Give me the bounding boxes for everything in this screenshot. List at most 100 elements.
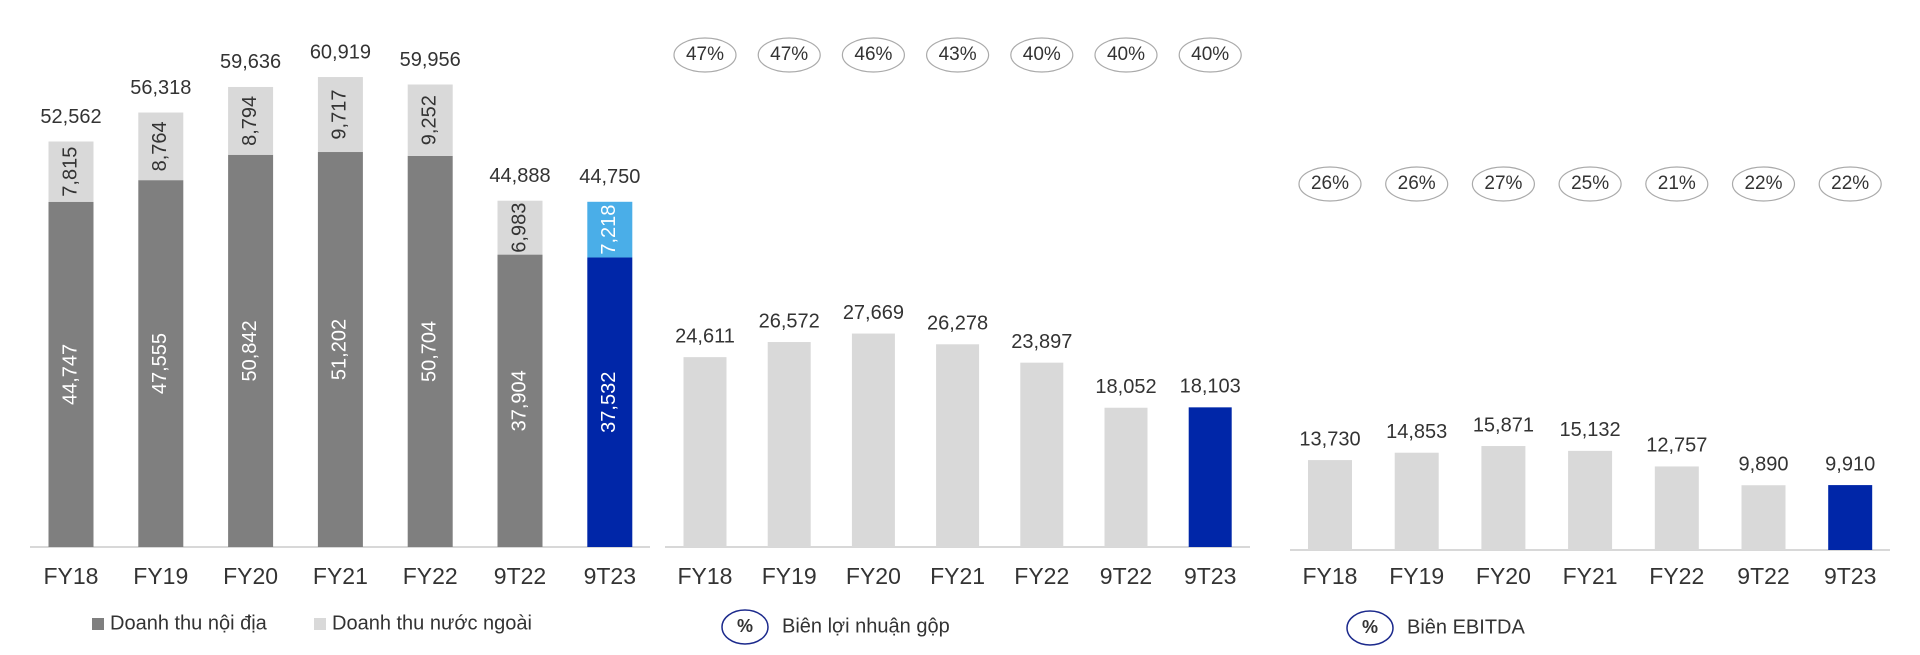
legend-label: Biên lợi nhuận gộp [782, 615, 950, 637]
bar [1481, 446, 1526, 550]
margin-badge [1298, 166, 1362, 202]
x-tick-label: 9T23 [584, 563, 636, 589]
x-tick-label: FY22 [1649, 563, 1704, 589]
value-label: 15,871 [1473, 414, 1534, 436]
margin-badge [1471, 166, 1536, 202]
margin-label: 47% [770, 44, 808, 65]
segment-label: 37,532 [598, 372, 620, 433]
total-label: 59,956 [400, 49, 461, 71]
total-label: 59,636 [220, 51, 281, 73]
value-label: 26,572 [759, 310, 820, 332]
margin-label: 43% [939, 44, 977, 65]
x-tick-label: FY21 [930, 563, 985, 589]
bar [1741, 485, 1786, 550]
legend-label: Doanh thu nước ngoài [332, 612, 532, 634]
legend-swatch [314, 618, 326, 630]
margin-badge [925, 37, 990, 73]
legend-symbol: % [737, 616, 753, 636]
x-tick-label: FY19 [1389, 563, 1444, 589]
legend-badge [721, 609, 769, 645]
total-label: 44,888 [489, 165, 550, 187]
segment-label: 7,218 [598, 205, 620, 255]
legend-badge [1346, 610, 1394, 646]
bar [1568, 450, 1613, 550]
bar [1828, 485, 1873, 550]
value-label: 12,757 [1646, 435, 1707, 457]
segment-label: 44,747 [59, 344, 81, 405]
legend-label: Doanh thu nội địa [110, 612, 268, 634]
value-label: 18,103 [1180, 376, 1241, 398]
margin-badge [1731, 166, 1796, 202]
x-tick-label: FY18 [678, 563, 733, 589]
x-tick-label: 9T23 [1824, 563, 1876, 589]
margin-badge [1094, 37, 1158, 73]
x-tick-label: FY22 [1014, 563, 1069, 589]
value-label: 9,890 [1738, 454, 1788, 476]
bar [1394, 452, 1439, 550]
bar [767, 342, 811, 547]
value-label: 14,853 [1386, 421, 1447, 443]
value-label: 24,611 [675, 325, 735, 347]
legend-swatch [92, 618, 104, 630]
margin-badge [1385, 166, 1449, 202]
legend-label: Biên EBITDA [1407, 616, 1525, 638]
x-tick-label: 9T22 [1100, 563, 1152, 589]
bar [1188, 407, 1232, 547]
x-tick-label: FY18 [44, 563, 99, 589]
bar-segment [317, 77, 363, 153]
segment-label: 50,704 [418, 321, 440, 382]
value-label: 26,278 [927, 313, 988, 335]
bar [1654, 466, 1699, 550]
bar [851, 333, 895, 547]
x-tick-label: 9T23 [1184, 563, 1236, 589]
x-tick-label: FY22 [403, 563, 458, 589]
margin-label: 26% [1311, 173, 1349, 194]
margin-badge [1558, 166, 1622, 202]
segment-label: 8,764 [149, 121, 171, 171]
segment-label: 9,252 [418, 95, 440, 145]
x-tick-label: FY19 [762, 563, 817, 589]
x-tick-label: FY21 [1563, 563, 1618, 589]
bar [1308, 460, 1352, 550]
value-label: 9,910 [1825, 453, 1875, 475]
segment-label: 6,983 [508, 203, 530, 253]
x-tick-label: FY20 [1476, 563, 1531, 589]
x-tick-label: FY21 [313, 563, 368, 589]
margin-badge [757, 37, 821, 73]
value-label: 15,132 [1560, 419, 1621, 441]
margin-badge [673, 37, 737, 73]
bar-segment [407, 84, 453, 156]
margin-label: 27% [1484, 173, 1522, 194]
value-label: 13,730 [1299, 428, 1360, 450]
bar-segment [48, 201, 94, 548]
bar-segment [587, 201, 633, 258]
segment-label: 7,815 [59, 147, 81, 197]
x-tick-label: 9T22 [494, 563, 546, 589]
bar-segment [587, 257, 633, 547]
margin-label: 26% [1398, 173, 1436, 194]
bar [936, 344, 980, 547]
bar-segment [497, 254, 543, 547]
value-label: 27,669 [843, 302, 904, 324]
x-tick-label: FY20 [223, 563, 278, 589]
bar [683, 357, 727, 547]
margin-label: 40% [1107, 44, 1145, 65]
bar-segment [138, 112, 184, 181]
segment-label: 51,202 [329, 319, 351, 380]
bar-segment [407, 155, 453, 547]
total-label: 44,750 [579, 166, 640, 188]
bar [1020, 362, 1064, 547]
segment-label: 9,717 [329, 90, 351, 140]
bar-segment [497, 200, 543, 255]
margin-label: 46% [854, 44, 892, 65]
margin-badge [1645, 166, 1709, 202]
x-tick-label: 9T22 [1737, 563, 1789, 589]
bar-segment [48, 141, 94, 202]
margin-label: 47% [686, 44, 724, 65]
total-label: 60,919 [310, 41, 371, 63]
bar [1104, 407, 1148, 547]
segment-label: 8,794 [239, 96, 261, 146]
margin-label: 40% [1023, 44, 1061, 65]
